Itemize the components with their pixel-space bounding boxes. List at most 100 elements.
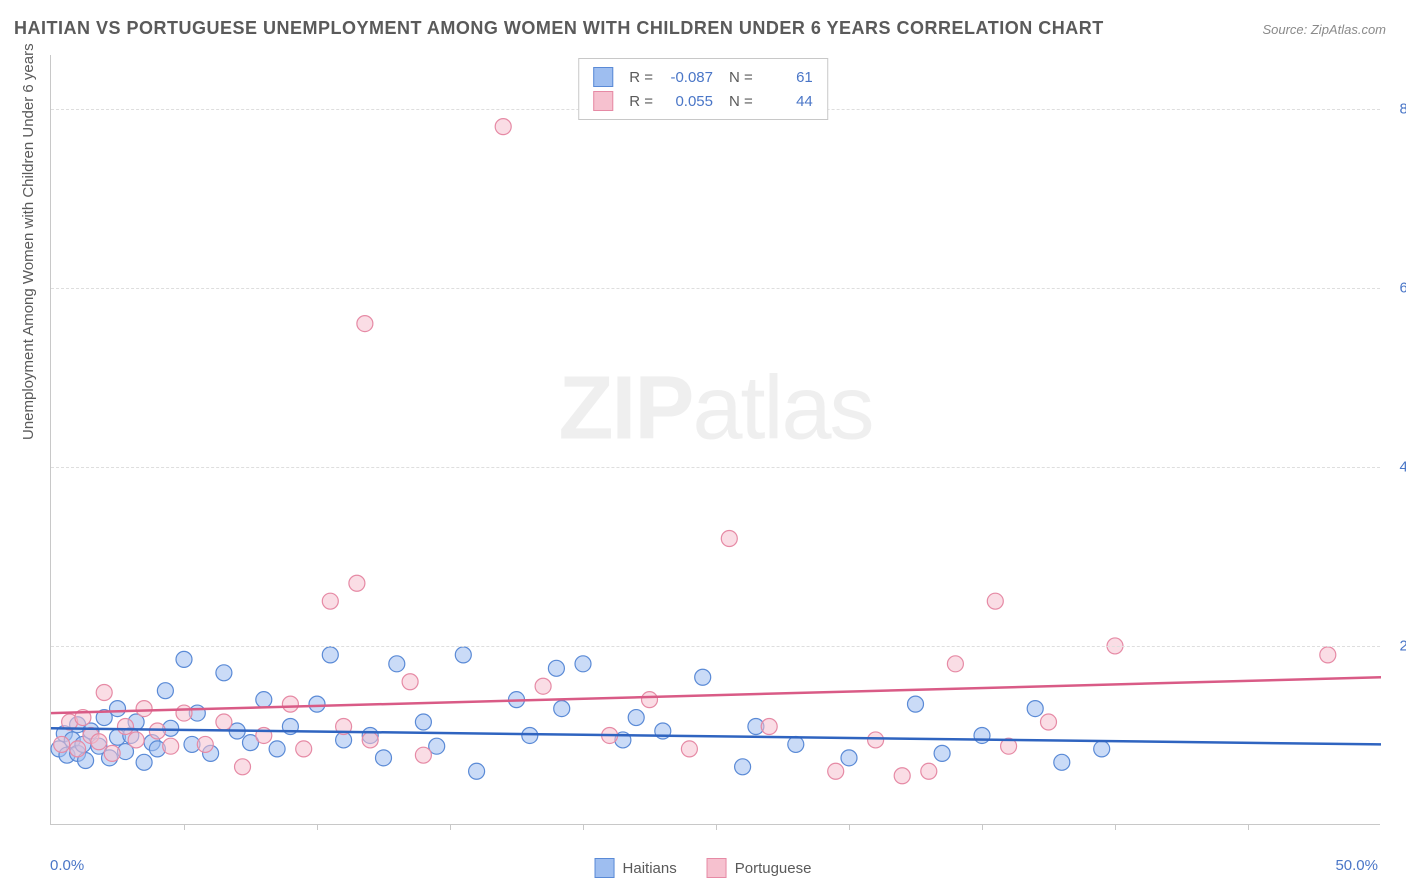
data-point [96, 684, 112, 700]
data-point [216, 665, 232, 681]
x-end-label: 50.0% [1335, 857, 1378, 874]
r-label-2: R = [629, 93, 653, 110]
data-point [761, 719, 777, 735]
data-point [296, 741, 312, 757]
data-point [642, 692, 658, 708]
y-tick-label: 40.0% [1399, 458, 1406, 475]
y-tick-label: 80.0% [1399, 100, 1406, 117]
data-point [309, 696, 325, 712]
data-point [535, 678, 551, 694]
chart-title: HAITIAN VS PORTUGUESE UNEMPLOYMENT AMONG… [14, 18, 1104, 39]
data-point [974, 727, 990, 743]
n-value-1: 61 [763, 69, 813, 86]
legend-swatch-haitians [593, 67, 613, 87]
data-point [868, 732, 884, 748]
stats-legend: R = -0.087 N = 61 R = 0.055 N = 44 [578, 58, 828, 120]
y-axis-title: Unemployment Among Women with Children U… [20, 43, 37, 440]
data-point [721, 530, 737, 546]
x-tick [849, 824, 850, 830]
y-tick-label: 60.0% [1399, 279, 1406, 296]
x-origin-label: 0.0% [50, 857, 84, 874]
data-point [235, 759, 251, 775]
data-point [1094, 741, 1110, 757]
data-point [54, 736, 70, 752]
data-point [216, 714, 232, 730]
data-point [575, 656, 591, 672]
data-point [415, 714, 431, 730]
data-point [149, 723, 165, 739]
data-point [947, 656, 963, 672]
data-point [934, 745, 950, 761]
data-point [522, 727, 538, 743]
legend-item-portuguese: Portuguese [707, 858, 812, 878]
legend-swatch-portuguese-bottom [707, 858, 727, 878]
legend-label-haitians: Haitians [623, 860, 677, 877]
r-value-1: -0.087 [663, 69, 713, 86]
x-tick [317, 824, 318, 830]
gridline [51, 646, 1380, 647]
data-point [376, 750, 392, 766]
data-point [91, 734, 107, 750]
data-point [681, 741, 697, 757]
data-point [415, 747, 431, 763]
x-tick [1248, 824, 1249, 830]
data-point [117, 719, 133, 735]
legend-swatch-portuguese [593, 91, 613, 111]
data-point [104, 745, 120, 761]
x-tick [450, 824, 451, 830]
data-point [136, 701, 152, 717]
data-point [1041, 714, 1057, 730]
data-point [110, 701, 126, 717]
data-point [176, 651, 192, 667]
stats-row-1: R = -0.087 N = 61 [593, 65, 813, 89]
data-point [628, 710, 644, 726]
data-point [389, 656, 405, 672]
legend-label-portuguese: Portuguese [735, 860, 812, 877]
data-point [841, 750, 857, 766]
data-point [908, 696, 924, 712]
source-attribution: Source: ZipAtlas.com [1262, 22, 1386, 37]
data-point [788, 736, 804, 752]
data-point [163, 738, 179, 754]
data-point [554, 701, 570, 717]
data-point [176, 705, 192, 721]
x-tick [583, 824, 584, 830]
legend-item-haitians: Haitians [595, 858, 677, 878]
x-tick [716, 824, 717, 830]
n-label-2: N = [729, 93, 753, 110]
data-point [70, 741, 86, 757]
data-point [322, 593, 338, 609]
data-point [695, 669, 711, 685]
data-point [921, 763, 937, 779]
data-point [1054, 754, 1070, 770]
bottom-legend: Haitians Portuguese [595, 858, 812, 878]
gridline [51, 467, 1380, 468]
data-point [894, 768, 910, 784]
data-point [735, 759, 751, 775]
x-tick [1115, 824, 1116, 830]
x-tick [982, 824, 983, 830]
data-point [136, 754, 152, 770]
data-point [322, 647, 338, 663]
chart-svg [51, 55, 1380, 824]
data-point [357, 316, 373, 332]
data-point [987, 593, 1003, 609]
r-value-2: 0.055 [663, 93, 713, 110]
data-point [548, 660, 564, 676]
legend-swatch-haitians-bottom [595, 858, 615, 878]
data-point [495, 119, 511, 135]
trend-line [51, 677, 1381, 713]
data-point [349, 575, 365, 591]
gridline [51, 288, 1380, 289]
data-point [256, 692, 272, 708]
data-point [157, 683, 173, 699]
data-point [269, 741, 285, 757]
data-point [402, 674, 418, 690]
data-point [455, 647, 471, 663]
data-point [128, 732, 144, 748]
r-label: R = [629, 69, 653, 86]
data-point [828, 763, 844, 779]
n-value-2: 44 [763, 93, 813, 110]
data-point [282, 696, 298, 712]
data-point [1320, 647, 1336, 663]
